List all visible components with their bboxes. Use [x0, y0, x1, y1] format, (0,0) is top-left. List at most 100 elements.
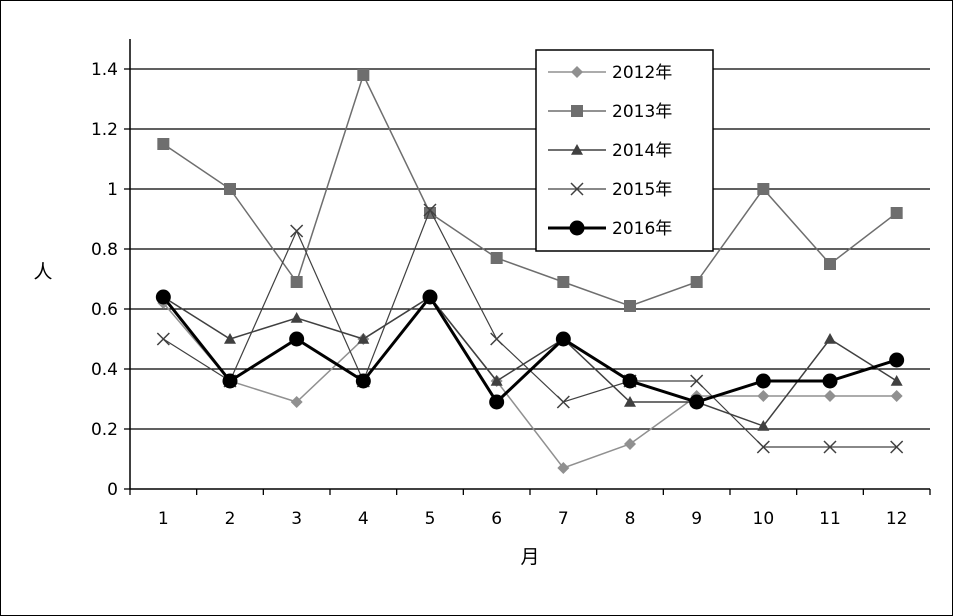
data-point [624, 438, 636, 450]
data-point [422, 289, 438, 305]
data-point [690, 374, 704, 388]
x-tick-label: 4 [358, 509, 369, 529]
data-point [890, 207, 903, 219]
y-tick-label: 0.6 [91, 300, 118, 320]
x-tick-label: 1 [158, 509, 169, 529]
gridlines [130, 68, 930, 430]
y-tick-label: 0.4 [91, 360, 118, 380]
data-point [222, 373, 238, 389]
data-point [489, 394, 505, 410]
series-group [155, 69, 905, 474]
data-point [571, 66, 583, 78]
series-3 [157, 291, 903, 431]
y-tick-label: 1.2 [91, 120, 118, 140]
y-tick-label: 0.8 [91, 240, 118, 260]
data-point [622, 373, 638, 389]
legend-label: 2013年 [612, 102, 672, 122]
x-tick-label: 11 [819, 509, 841, 529]
series-line [163, 208, 897, 448]
legend-label: 2015年 [612, 180, 672, 200]
data-point [890, 390, 903, 402]
x-tick-label: 9 [691, 509, 702, 529]
y-tick-label: 1.4 [91, 60, 118, 80]
data-point [157, 138, 170, 150]
data-point [557, 276, 570, 288]
series-line [162, 72, 898, 307]
x-tick-label: 7 [558, 509, 569, 529]
data-point [156, 332, 170, 346]
data-point [690, 276, 703, 288]
data-point [624, 396, 636, 407]
x-tick-label: 8 [625, 509, 636, 529]
data-point [357, 333, 370, 344]
x-tick-label: 3 [291, 509, 302, 529]
y-axis-label: 人 [33, 261, 52, 283]
data-point [757, 390, 770, 402]
y-tick-label: 1 [107, 180, 118, 200]
x-axis-label: 月 [520, 546, 539, 568]
legend-label: 2014年 [612, 141, 672, 161]
data-point [155, 289, 171, 305]
y-tick-labels: 0 0.2 0.4 0.6 0.8 1 1.2 1.4 [91, 60, 118, 500]
data-point [289, 331, 305, 347]
data-point [490, 375, 503, 386]
data-point [224, 333, 236, 344]
series-2 [157, 69, 903, 312]
legend-item: 2016年 [548, 219, 672, 239]
x-tick-label: 12 [886, 509, 908, 529]
data-point [571, 105, 583, 117]
data-point [824, 333, 836, 344]
data-point [757, 183, 770, 195]
data-point [290, 312, 303, 323]
legend-item: 2014年 [548, 141, 672, 161]
y-tick-label: 0.2 [91, 420, 118, 440]
data-point [890, 440, 904, 454]
x-tick-label: 10 [753, 509, 775, 529]
data-point [823, 440, 837, 454]
data-point [689, 394, 705, 410]
data-point [755, 373, 771, 389]
series-5 [155, 289, 905, 410]
data-point [290, 276, 303, 288]
x-tick-label: 6 [491, 509, 502, 529]
data-point [490, 252, 503, 264]
legend-item: 2015年 [548, 180, 672, 200]
legend-item: 2013年 [548, 102, 672, 122]
x-tick-labels: 1 2 3 4 5 6 7 8 9 10 11 12 [158, 509, 908, 529]
legend: 2012年 2013年 2014年 2015年 2016年 [535, 49, 714, 252]
data-point [355, 373, 371, 389]
data-point [423, 203, 437, 217]
data-point [557, 462, 570, 474]
data-point [290, 224, 304, 238]
data-point [571, 144, 583, 155]
series-line [162, 294, 898, 405]
x-tick-label: 2 [225, 509, 236, 529]
axes [124, 39, 931, 495]
series-line [162, 296, 898, 427]
data-point [555, 331, 571, 347]
series-line [162, 296, 897, 469]
data-point [569, 220, 585, 236]
legend-label: 2016年 [612, 219, 672, 239]
data-point [756, 440, 770, 454]
legend-item: 2012年 [548, 63, 672, 83]
data-point [822, 373, 838, 389]
legend-label: 2012年 [612, 63, 672, 83]
y-tick-label: 0 [107, 480, 118, 500]
data-point [757, 420, 770, 431]
data-point [556, 395, 570, 409]
series-4 [156, 203, 904, 454]
data-point [624, 300, 636, 312]
data-point [290, 396, 303, 408]
data-point [570, 182, 584, 196]
data-point [824, 258, 836, 270]
data-point [824, 390, 836, 402]
data-point [890, 375, 903, 386]
data-point [357, 69, 370, 81]
data-point [490, 332, 504, 346]
x-tick-label: 5 [425, 509, 436, 529]
data-point [224, 183, 236, 195]
data-point [889, 352, 905, 368]
